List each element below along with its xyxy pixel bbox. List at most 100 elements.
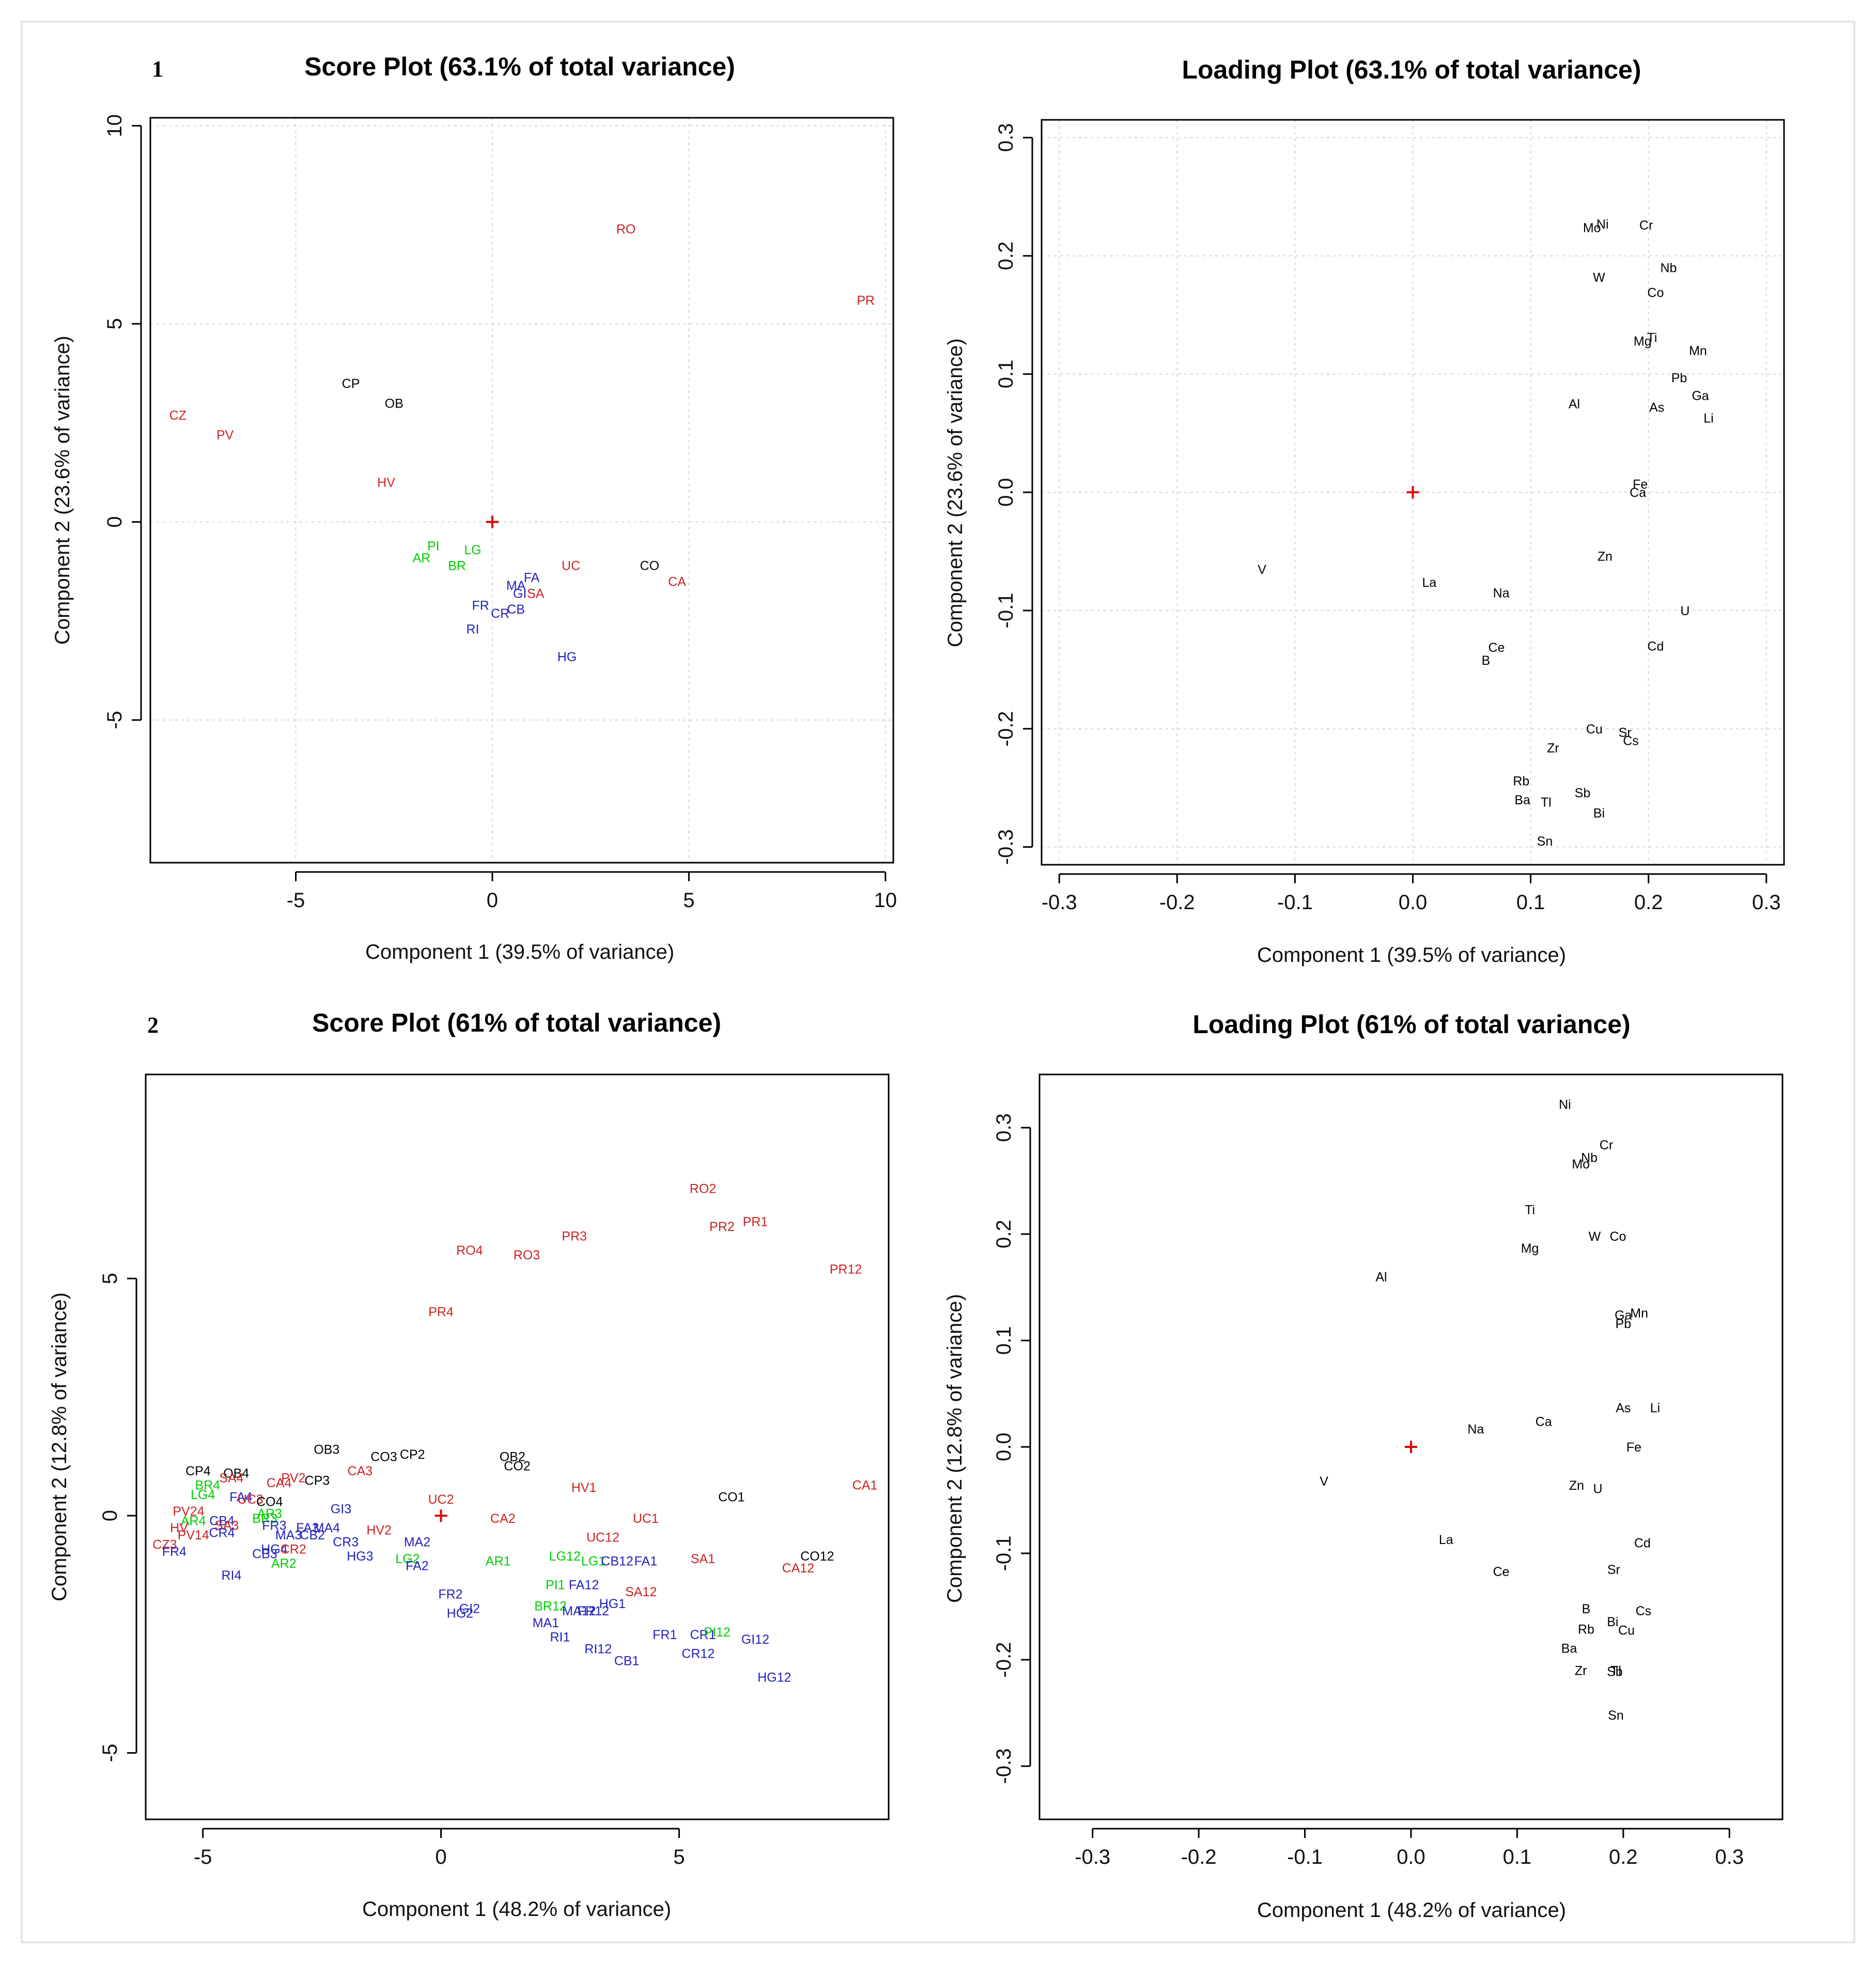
y-tick-label: 0.2 xyxy=(995,241,1017,270)
x-tick-label: 0.2 xyxy=(1609,1846,1638,1868)
point-label: AR xyxy=(413,551,431,565)
point-label: MA4 xyxy=(314,1521,340,1535)
point-label: Li xyxy=(1703,411,1713,426)
point-label: CZ3 xyxy=(152,1537,177,1552)
point-label: CR1 xyxy=(690,1628,716,1642)
point-label: Ti xyxy=(1525,1203,1535,1218)
point-label: PV24 xyxy=(173,1504,204,1519)
point-label: U xyxy=(1593,1482,1603,1496)
point-label: As xyxy=(1616,1401,1631,1415)
point-label: Co xyxy=(1610,1229,1626,1244)
point-label: MA xyxy=(506,579,526,593)
point-label: Ba xyxy=(1561,1641,1577,1656)
panel-score-plot-2: 2 Score Plot (61% of total variance) Com… xyxy=(48,1008,890,1921)
point-label: UC3 xyxy=(238,1492,263,1507)
figure-frame: 1 Score Plot (63.1% of total variance) C… xyxy=(21,21,1855,1943)
point-label: Sn xyxy=(1608,1708,1624,1723)
point-label: CP4 xyxy=(185,1464,211,1478)
point-label: CR xyxy=(491,606,509,621)
y-tick-label: -0.1 xyxy=(995,593,1017,628)
panel-number: 1 xyxy=(152,56,163,82)
x-tick-label: 0.0 xyxy=(1397,1846,1425,1868)
point-label: LG12 xyxy=(549,1549,581,1564)
point-label: Li xyxy=(1650,1401,1660,1415)
point-label: Bi xyxy=(1607,1615,1618,1629)
point-label: RO4 xyxy=(456,1243,483,1258)
point-label: UC1 xyxy=(633,1511,659,1526)
origin-marker xyxy=(1406,486,1419,498)
point-label: OB3 xyxy=(314,1443,339,1457)
plot-frame xyxy=(1041,119,1785,866)
plot-area: -0.3 -0.2 -0.1 0.0 0.1 0.2 0.3 -0.3 -0.2 -0.1 0.0 0… xyxy=(995,119,1785,914)
point-label: PR1 xyxy=(743,1215,768,1229)
y-tick-label: 0 xyxy=(99,1510,121,1521)
point-label: CB1 xyxy=(614,1654,640,1668)
y-tick-label: -0.3 xyxy=(993,1749,1015,1784)
point-label: RI1 xyxy=(550,1630,570,1644)
plot-title: Loading Plot (61% of total variance) xyxy=(1192,1010,1630,1039)
point-label: PV14 xyxy=(178,1528,209,1542)
point-label: CO2 xyxy=(504,1459,530,1474)
point-label: CB4 xyxy=(209,1514,235,1528)
point-label: Pb xyxy=(1616,1317,1632,1331)
plot-title: Score Plot (63.1% of total variance) xyxy=(304,52,735,81)
point-label: RO xyxy=(616,222,636,237)
point-label: AR1 xyxy=(486,1554,511,1568)
point-label: PR12 xyxy=(830,1262,862,1277)
x-axis-title: Component 1 (48.2% of variance) xyxy=(1257,1899,1566,1922)
point-label: Al xyxy=(1569,397,1580,411)
point-label: CA xyxy=(668,574,686,589)
point-label: Zr xyxy=(1575,1664,1587,1678)
point-label: BR3 xyxy=(252,1511,277,1526)
point-label: HV2 xyxy=(366,1523,392,1538)
x-tick-label: -0.2 xyxy=(1181,1846,1217,1868)
y-tick-label: -0.2 xyxy=(993,1642,1015,1678)
point-label: Pb xyxy=(1671,371,1687,385)
x-tick-label: 0.3 xyxy=(1752,891,1781,914)
y-tick-label: 5 xyxy=(103,318,126,330)
x-axis-title: Component 1 (39.5% of variance) xyxy=(1257,944,1566,967)
point-label: Fe xyxy=(1626,1440,1641,1455)
point-label: CP3 xyxy=(305,1473,330,1488)
point-label: MA1 xyxy=(533,1616,559,1630)
point-label: Cu xyxy=(1586,722,1603,737)
point-label: Ce xyxy=(1488,641,1505,655)
point-label: CA1 xyxy=(852,1478,878,1492)
y-axis-title: Component 2 (12.8% of variance) xyxy=(48,1292,71,1601)
point-label: HV1 xyxy=(571,1480,597,1495)
point-label: W xyxy=(1589,1229,1601,1244)
point-label: LG4 xyxy=(191,1488,215,1502)
y-tick-label: 10 xyxy=(103,114,126,137)
point-label: Ce xyxy=(1493,1565,1510,1579)
y-tick-label: -0.2 xyxy=(995,711,1017,746)
point-label: OB2 xyxy=(500,1449,525,1464)
x-axis-title: Component 1 (48.2% of variance) xyxy=(362,1898,671,1921)
y-axis-title: Component 2 (23.6% of variance) xyxy=(51,336,74,645)
point-label: Na xyxy=(1467,1422,1484,1437)
y-tick-label: -5 xyxy=(103,711,126,729)
point-label: Na xyxy=(1493,586,1510,601)
point-label: W xyxy=(1593,270,1605,285)
plot-title: Score Plot (61% of total variance) xyxy=(312,1008,721,1037)
point-label: Sr xyxy=(1607,1563,1620,1577)
origin-marker xyxy=(486,516,499,528)
point-label: CA12 xyxy=(782,1561,815,1576)
point-label: BR xyxy=(448,559,466,573)
point-label: Zr xyxy=(1547,741,1559,755)
point-label: CA2 xyxy=(490,1511,516,1526)
x-tick-label: -0.1 xyxy=(1277,891,1313,914)
x-tick-label: 0 xyxy=(435,1846,446,1868)
point-label: B xyxy=(1482,653,1491,668)
point-label: Mo xyxy=(1583,221,1601,235)
panel-number: 2 xyxy=(147,1012,159,1038)
y-tick-label: 0.0 xyxy=(993,1432,1015,1461)
point-label: FR4 xyxy=(162,1545,187,1559)
point-label: AR4 xyxy=(181,1514,206,1528)
plot-title: Loading Plot (63.1% of total variance) xyxy=(1182,55,1641,84)
point-label: HG4 xyxy=(261,1542,288,1556)
point-label: RI xyxy=(466,622,479,636)
point-label: Ga xyxy=(1692,388,1709,403)
point-label: Mo xyxy=(1572,1157,1590,1172)
